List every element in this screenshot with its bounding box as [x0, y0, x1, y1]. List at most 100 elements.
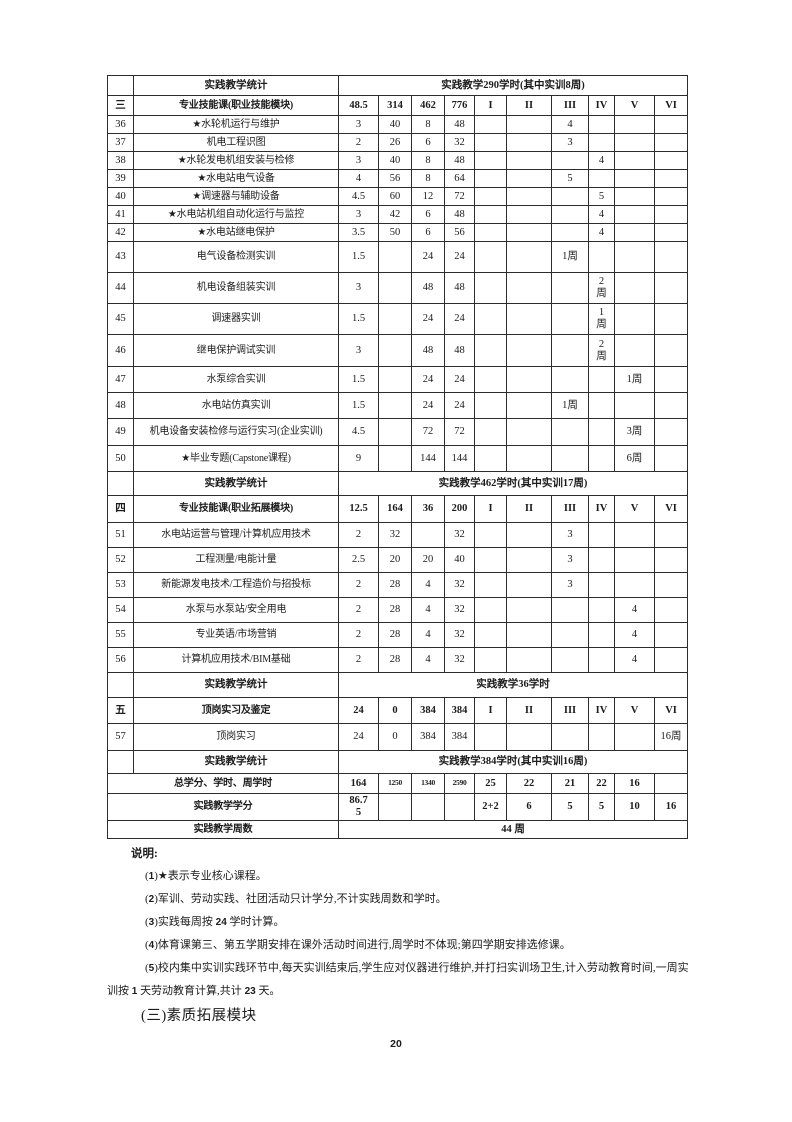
- value-cell: 776: [444, 95, 475, 116]
- value-cell: [551, 303, 589, 335]
- seq-cell: 41: [107, 205, 134, 224]
- seq-cell: [107, 471, 134, 496]
- value-cell: 22: [588, 773, 615, 794]
- value-cell: [653, 547, 689, 573]
- value-cell: IV: [588, 95, 615, 116]
- value-cell: [588, 547, 615, 573]
- value-cell: VI: [653, 95, 689, 116]
- value-cell: 6周: [614, 445, 655, 472]
- value-cell: 40: [378, 151, 412, 170]
- course-name-cell: 专业技能课(职业技能模块): [133, 95, 339, 116]
- seq-cell: 48: [107, 392, 134, 419]
- seq-cell: 36: [107, 115, 134, 134]
- value-cell: 3: [338, 151, 379, 170]
- value-cell: [506, 418, 552, 446]
- value-cell: [653, 334, 689, 367]
- value-cell: 50: [378, 223, 412, 242]
- value-cell: IV: [588, 495, 615, 523]
- table-row: 57 顶岗实习 24 0 384 384 16周: [107, 723, 689, 751]
- value-cell: [551, 723, 589, 751]
- value-cell: 6: [411, 223, 445, 242]
- value-cell: [474, 445, 507, 472]
- notes-title: 说明:: [131, 848, 158, 860]
- value-cell: 8: [411, 169, 445, 188]
- value-cell: [551, 205, 589, 224]
- value-cell: [653, 597, 689, 623]
- value-cell: 24: [411, 392, 445, 419]
- value-cell: [474, 392, 507, 419]
- value-cell: [378, 272, 412, 304]
- value-cell: 32: [444, 622, 475, 648]
- value-cell: 40: [444, 547, 475, 573]
- seq-cell: 三: [107, 95, 134, 116]
- value-cell: [588, 366, 615, 393]
- value-cell: 2+2: [474, 793, 507, 821]
- value-cell: 16周: [653, 723, 689, 751]
- value-cell: 24: [411, 241, 445, 273]
- value-cell: [653, 169, 689, 188]
- value-cell: 64: [444, 169, 475, 188]
- value-cell: [588, 392, 615, 419]
- value-cell: [474, 272, 507, 304]
- value-cell: 200: [444, 495, 475, 523]
- value-cell: 6: [411, 133, 445, 152]
- value-cell: 1 周: [588, 303, 615, 335]
- course-name-cell: 水电站仿真实训: [133, 392, 339, 419]
- value-cell: 56: [378, 169, 412, 188]
- value-cell: 16: [614, 773, 655, 794]
- value-cell: 384: [411, 697, 445, 724]
- table-row: 52 工程测量/电能计量 2.5 20 20 40 3: [107, 547, 689, 573]
- value-cell: 3: [338, 334, 379, 367]
- seq-cell: 51: [107, 522, 134, 548]
- value-cell: [614, 223, 655, 242]
- value-cell: 48: [444, 115, 475, 134]
- table-row: 42 ★水电站继电保护 3.5 50 6 56 4: [107, 223, 689, 242]
- seq-cell: 56: [107, 647, 134, 673]
- value-cell: 4.5: [338, 187, 379, 206]
- value-cell: [474, 334, 507, 367]
- value-cell: 1340: [411, 773, 445, 794]
- value-cell: [551, 334, 589, 367]
- value-cell: [551, 223, 589, 242]
- value-cell: [474, 303, 507, 335]
- value-cell: 20: [378, 547, 412, 573]
- value-cell: 32: [444, 647, 475, 673]
- value-cell: [506, 223, 552, 242]
- value-cell: [653, 151, 689, 170]
- value-cell: [474, 205, 507, 224]
- value-cell: [614, 133, 655, 152]
- value-cell: 32: [444, 522, 475, 548]
- stats-label-cell: 实践教学统计: [133, 75, 339, 96]
- value-cell: [614, 572, 655, 598]
- value-cell: 0: [378, 697, 412, 724]
- value-cell: 20: [411, 547, 445, 573]
- value-cell: 40: [378, 115, 412, 134]
- course-name-cell: 水泵综合实训: [133, 366, 339, 393]
- value-cell: 32: [444, 133, 475, 152]
- note-item: (3)实践每周按 24 学时计算。: [145, 916, 285, 928]
- value-cell: [551, 445, 589, 472]
- value-cell: 28: [378, 647, 412, 673]
- value-cell: 1周: [614, 366, 655, 393]
- value-cell: 12.5: [338, 495, 379, 523]
- value-cell: 4.5: [338, 418, 379, 446]
- value-cell: 1250: [378, 773, 412, 794]
- table-row: 43 电气设备检测实训 1.5 24 24 1周: [107, 241, 689, 273]
- table-row: 44 机电设备组装实训 3 48 48 2 周: [107, 272, 689, 304]
- value-cell: [551, 151, 589, 170]
- table-row: 实践教学周数 44 周: [107, 820, 689, 839]
- value-cell: [588, 622, 615, 648]
- table-row: 实践教学统计 实践教学384学时(其中实训16周): [107, 750, 689, 774]
- value-cell: [614, 151, 655, 170]
- row-label-cell: 实践教学学分: [107, 793, 339, 821]
- table-row: 总学分、学时、周学时 164 1250 1340 2590 25 22 21 22 16: [107, 773, 689, 794]
- value-cell: [506, 572, 552, 598]
- value-cell: [614, 547, 655, 573]
- value-cell: 4: [338, 169, 379, 188]
- course-name-cell: ★水电站机组自动化运行与监控: [133, 205, 339, 224]
- table-row: 56 计算机应用技术/BIM基础 2 28 4 32 4: [107, 647, 689, 673]
- value-cell: 6: [506, 793, 552, 821]
- value-cell: 1.5: [338, 366, 379, 393]
- value-cell: [614, 187, 655, 206]
- value-cell: 4: [411, 622, 445, 648]
